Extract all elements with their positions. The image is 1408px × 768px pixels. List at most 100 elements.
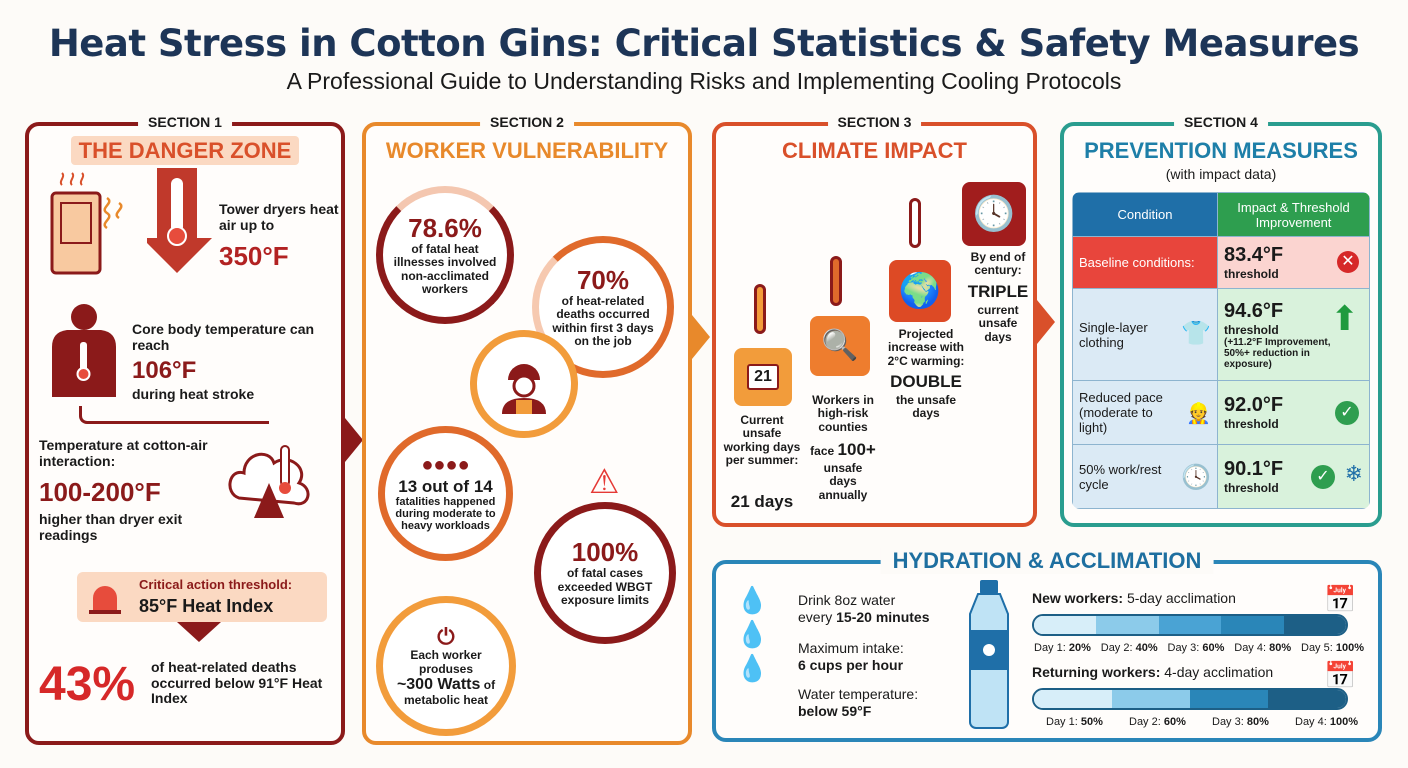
step-prefix: face <box>810 444 835 458</box>
condition-text: Reduced pace (moderate to light) <box>1079 390 1163 435</box>
threshold-text: Critical action threshold: <box>139 577 293 592</box>
condition-cell: Single-layer clothing 👕 <box>1072 288 1218 381</box>
day-percent: 100% <box>1329 716 1358 728</box>
threshold-value: 83.4°F <box>1224 244 1284 266</box>
day-label: Day 4: 100% <box>1295 716 1358 728</box>
tip-line: Drink 8oz water <box>798 592 896 608</box>
value: 5-day acclimation <box>1126 590 1236 606</box>
stat-circle: ⏻ Each worker produses ~300 Watts of metabo… <box>376 596 516 736</box>
prevention-table: Condition Impact & Threshold Improvement … <box>1072 192 1370 509</box>
deaths-text: of heat-related deaths occurred below 91… <box>151 659 323 707</box>
section-label: SECTION 3 <box>827 114 922 130</box>
day: Day 3: <box>1167 642 1200 654</box>
tower-dryer-icon <box>50 172 123 275</box>
threshold-unit: threshold <box>1224 481 1279 495</box>
day: Day 1: <box>1046 716 1078 728</box>
step-value: DOUBLE <box>890 372 962 391</box>
tip-value: below 59°F <box>798 702 872 719</box>
stat-text: of heat-related deaths occurred within f… <box>552 293 654 348</box>
worker-hardhat-icon <box>502 364 546 414</box>
worker-circle <box>470 330 578 438</box>
stat-text: metabolic heat <box>403 692 489 707</box>
day-label: Day 1: 20% <box>1034 642 1091 654</box>
threshold-box: Critical action threshold: 85°F Heat Ind… <box>77 572 327 622</box>
tip-value: 15-20 minutes <box>836 608 930 625</box>
threshold-value: 92.0°F <box>1224 394 1284 416</box>
cotton-suffix: higher than dryer exit readings <box>39 511 183 543</box>
column-header: Impact & Threshold Improvement <box>1217 192 1370 237</box>
stat-circle: 100% of fatal cases exceeded WBGT exposur… <box>534 502 676 644</box>
table-row: 50% work/rest cycle 🕓 90.1°F threshold ✓ ❄ <box>1072 444 1370 509</box>
body-value: 106°F <box>132 357 197 384</box>
step-value-line: face 100+ <box>804 440 882 459</box>
worker-clock-icon: 👷 <box>1186 403 1211 425</box>
day-label: Day 2: 40% <box>1101 642 1158 654</box>
warning-icon: ⚠ <box>589 463 620 501</box>
stat-circle: 70% of heat-related deaths occurred withi… <box>532 236 674 378</box>
step-text: Workers in high-risk counties <box>812 393 874 434</box>
cotton-text: Temperature at cotton-air interaction: <box>39 437 208 469</box>
stat-text: fatalities happened during moderate to h… <box>395 495 496 533</box>
day-label: Day 4: 80% <box>1234 642 1291 654</box>
tip-line: Maximum intake: <box>798 640 904 656</box>
day: Day 1: <box>1034 642 1066 654</box>
section-heading: CLIMATE IMPACT <box>782 138 967 163</box>
stat-text: of fatal cases exceeded WBGT exposure li… <box>557 566 653 608</box>
returning-workers-day-labels: Day 1: 50% Day 2: 60% Day 3: 80% Day 4: 100… <box>1046 716 1358 728</box>
page-subtitle: A Professional Guide to Understanding Ri… <box>286 68 1122 94</box>
day-percent: 100% <box>1335 642 1364 654</box>
section-label: SECTION 2 <box>480 114 574 130</box>
section-heading: HYDRATION & ACCLIMATION <box>880 548 1214 574</box>
condition-text: Single-layer clothing <box>1079 319 1148 350</box>
body-suffix: during heat stroke <box>132 386 255 402</box>
step-value: TRIPLE <box>967 282 1029 301</box>
flow-arrow-icon <box>345 418 363 462</box>
hydration-tip: Water temperature: below 59°F <box>798 686 918 720</box>
globe-icon: 🌍 <box>889 260 951 322</box>
thermometer-rising-icon <box>909 198 921 248</box>
clock-icon: 🕓 <box>1181 464 1211 491</box>
stat-circle: ●●●● 13 out of 14 fatalities happened duri… <box>378 426 513 561</box>
hydration-panel: HYDRATION & ACCLIMATION 💧 💧 💧 Drink 8oz wa… <box>712 548 1382 742</box>
cotton-value: 100-200°F <box>39 477 161 507</box>
human-body-icon <box>52 304 116 397</box>
new-workers-progress-bar <box>1032 614 1348 636</box>
day-label: Day 3: 80% <box>1212 716 1269 728</box>
stat-value: 13 out of 14 <box>398 476 493 496</box>
thermometer-icon <box>830 256 842 306</box>
calendar-icon: 📅 <box>1324 660 1357 690</box>
returning-workers-label: Returning workers: 4-day acclimation <box>1032 664 1273 680</box>
threshold-value: 90.1°F <box>1224 458 1284 480</box>
day-label: Day 3: 60% <box>1168 642 1225 654</box>
day-label: Day 5: 100% <box>1301 642 1364 654</box>
step-value: 21 days <box>730 492 794 511</box>
flow-connector <box>79 406 269 424</box>
day-percent: 40% <box>1135 642 1158 654</box>
clock-globe-icon: 🕓 <box>962 182 1026 246</box>
step-text: Projected increase with 2°C warming: <box>887 327 965 368</box>
tip-line: every <box>798 608 837 625</box>
tip-value: 6 cups per hour <box>798 656 904 673</box>
stat-circle: 78.6% of fatal heat illnesses involved no… <box>376 186 514 324</box>
stat-value: ~300 Watts <box>396 676 481 694</box>
page-title: Heat Stress in Cotton Gins: Critical Sta… <box>48 22 1360 65</box>
step-suffix: current unsafe days <box>977 303 1019 344</box>
day-percent: 80% <box>1246 716 1269 728</box>
section-heading-text: THE DANGER ZONE <box>70 136 300 165</box>
dryer-value: 350°F <box>219 241 289 271</box>
step-text: By end of century: <box>970 250 1026 278</box>
section-heading: THE DANGER ZONE <box>29 136 341 165</box>
stat-value: 100% <box>571 537 639 568</box>
deaths-value: 43% <box>39 658 136 711</box>
day: Day 3: <box>1212 716 1244 728</box>
section-3-panel: SECTION 3 CLIMATE IMPACT 21 🔍 🌍 🕓 Curren… <box>712 114 1037 527</box>
stat-text: of fatal heat illnesses involved non-acc… <box>393 241 497 296</box>
water-drops-icon: 💧 💧 💧 <box>736 585 769 683</box>
people-icon: ●●●● <box>421 454 470 477</box>
column-header: Condition <box>1072 192 1218 237</box>
thermometer-icon <box>754 284 766 334</box>
table-row: Reduced pace (moderate to light) 👷 92.0°F t… <box>1072 380 1370 445</box>
map-search-icon: 🔍 <box>810 316 870 376</box>
shirt-icon: 👕 <box>1181 320 1211 347</box>
up-arrow-icon: ⬆ <box>1330 300 1360 338</box>
